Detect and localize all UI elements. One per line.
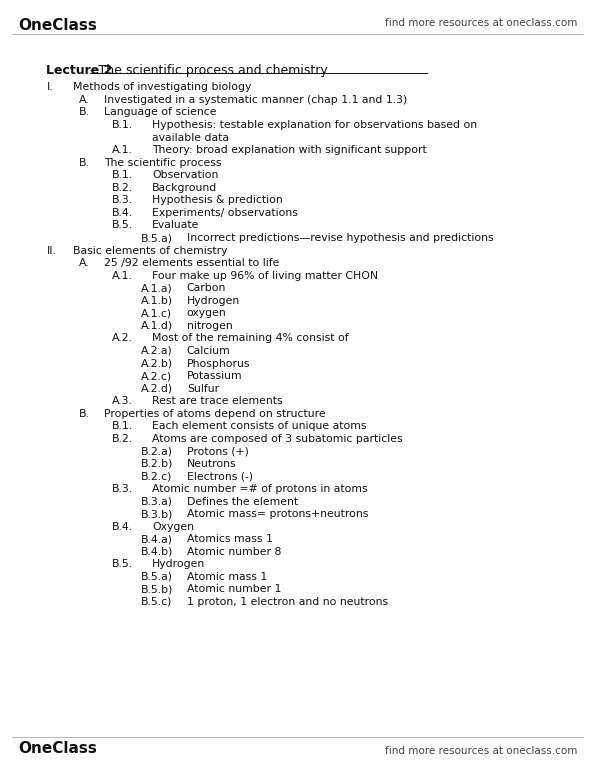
Text: Phosphorus: Phosphorus xyxy=(187,359,250,369)
Text: Defines the element: Defines the element xyxy=(187,497,298,507)
Text: 25 /92 elements essential to life: 25 /92 elements essential to life xyxy=(104,258,280,268)
Text: Language of science: Language of science xyxy=(104,108,217,118)
Text: B.5.: B.5. xyxy=(112,220,133,230)
Text: find more resources at oneclass.com: find more resources at oneclass.com xyxy=(385,746,577,756)
Text: B.1.: B.1. xyxy=(112,170,133,180)
Text: Hydrogen: Hydrogen xyxy=(152,559,205,569)
Text: Atoms are composed of 3 subatomic particles: Atoms are composed of 3 subatomic partic… xyxy=(152,434,403,444)
Text: Neutrons: Neutrons xyxy=(187,459,236,469)
Text: A.1.: A.1. xyxy=(112,145,133,155)
Text: B.: B. xyxy=(79,409,90,419)
Text: Electrons (-): Electrons (-) xyxy=(187,471,253,481)
Text: B.4.b): B.4.b) xyxy=(140,547,173,557)
Text: Lecture 2: Lecture 2 xyxy=(46,64,113,77)
Text: A.1.a): A.1.a) xyxy=(140,283,172,293)
Text: Theory: broad explanation with significant support: Theory: broad explanation with significa… xyxy=(152,145,427,155)
Text: Atomic mass= protons+neutrons: Atomic mass= protons+neutrons xyxy=(187,509,368,519)
Text: B.5.: B.5. xyxy=(112,559,133,569)
Text: B.2.c): B.2.c) xyxy=(140,471,172,481)
Text: B.3.a): B.3.a) xyxy=(140,497,173,507)
Text: B.3.b): B.3.b) xyxy=(140,509,173,519)
Text: I.: I. xyxy=(46,82,53,92)
Text: A.1.d): A.1.d) xyxy=(140,321,173,331)
Text: B.: B. xyxy=(79,158,90,168)
Text: B.5.a): B.5.a) xyxy=(140,233,173,243)
Text: Carbon: Carbon xyxy=(187,283,226,293)
Text: A.1.: A.1. xyxy=(112,270,133,280)
Text: B.2.: B.2. xyxy=(112,182,133,192)
Text: Atomic number 1: Atomic number 1 xyxy=(187,584,281,594)
Text: Methods of investigating biology: Methods of investigating biology xyxy=(73,82,252,92)
Text: Sulfur: Sulfur xyxy=(187,383,219,393)
Text: II.: II. xyxy=(46,246,57,256)
Text: Basic elements of chemistry: Basic elements of chemistry xyxy=(73,246,228,256)
Text: Observation: Observation xyxy=(152,170,219,180)
Text: Properties of atoms depend on structure: Properties of atoms depend on structure xyxy=(104,409,325,419)
Text: Investigated in a systematic manner (chap 1.1 and 1.3): Investigated in a systematic manner (cha… xyxy=(104,95,408,105)
Text: Hypothesis: testable explanation for observations based on: Hypothesis: testable explanation for obs… xyxy=(152,120,477,130)
Text: Four make up 96% of living matter CHON: Four make up 96% of living matter CHON xyxy=(152,270,378,280)
Text: A.2.: A.2. xyxy=(112,333,133,343)
Text: oxygen: oxygen xyxy=(187,308,227,318)
Text: A.: A. xyxy=(79,95,90,105)
Text: B.2.a): B.2.a) xyxy=(140,447,173,457)
Text: Oxygen: Oxygen xyxy=(152,521,195,531)
Text: B.2.b): B.2.b) xyxy=(140,459,173,469)
Text: B.4.: B.4. xyxy=(112,208,133,218)
Text: available data: available data xyxy=(152,132,229,142)
Text: Protons (+): Protons (+) xyxy=(187,447,249,457)
Text: A.: A. xyxy=(79,258,90,268)
Text: nitrogen: nitrogen xyxy=(187,321,233,331)
Text: B.4.: B.4. xyxy=(112,521,133,531)
Text: Rest are trace elements: Rest are trace elements xyxy=(152,396,283,406)
Text: Experiments/ observations: Experiments/ observations xyxy=(152,208,298,218)
Text: Each element consists of unique atoms: Each element consists of unique atoms xyxy=(152,421,367,431)
Text: B.: B. xyxy=(79,108,90,118)
Text: B.4.a): B.4.a) xyxy=(140,534,173,544)
Text: Hydrogen: Hydrogen xyxy=(187,296,240,306)
Text: Hypothesis & prediction: Hypothesis & prediction xyxy=(152,196,283,206)
Text: A.2.b): A.2.b) xyxy=(140,359,173,369)
Text: - The scientific process and chemistry: - The scientific process and chemistry xyxy=(90,64,328,77)
Text: B.5.b): B.5.b) xyxy=(140,584,173,594)
Text: OneClass: OneClass xyxy=(18,742,97,756)
Text: B.3.: B.3. xyxy=(112,484,133,494)
Text: Most of the remaining 4% consist of: Most of the remaining 4% consist of xyxy=(152,333,349,343)
Text: Background: Background xyxy=(152,182,218,192)
Text: B.3.: B.3. xyxy=(112,196,133,206)
Text: B.5.a): B.5.a) xyxy=(140,572,173,582)
Text: The scientific process: The scientific process xyxy=(104,158,221,168)
Text: B.5.c): B.5.c) xyxy=(140,597,172,607)
Text: A.3.: A.3. xyxy=(112,396,133,406)
Text: A.2.d): A.2.d) xyxy=(140,383,173,393)
Text: B.1.: B.1. xyxy=(112,421,133,431)
Text: find more resources at oneclass.com: find more resources at oneclass.com xyxy=(385,18,577,28)
Text: A.1.c): A.1.c) xyxy=(140,308,171,318)
Text: Incorrect predictions—revise hypothesis and predictions: Incorrect predictions—revise hypothesis … xyxy=(187,233,493,243)
Text: A.2.c): A.2.c) xyxy=(140,371,171,381)
Text: OneClass: OneClass xyxy=(18,18,97,32)
Text: Evaluate: Evaluate xyxy=(152,220,200,230)
Text: 1 proton, 1 electron and no neutrons: 1 proton, 1 electron and no neutrons xyxy=(187,597,388,607)
Text: A.1.b): A.1.b) xyxy=(140,296,173,306)
Text: Potassium: Potassium xyxy=(187,371,242,381)
Text: Calcium: Calcium xyxy=(187,346,231,356)
Text: B.2.: B.2. xyxy=(112,434,133,444)
Text: Atomic mass 1: Atomic mass 1 xyxy=(187,572,267,582)
Text: B.1.: B.1. xyxy=(112,120,133,130)
Text: Atomic number 8: Atomic number 8 xyxy=(187,547,281,557)
Text: Atomic number =# of protons in atoms: Atomic number =# of protons in atoms xyxy=(152,484,368,494)
Text: Atomics mass 1: Atomics mass 1 xyxy=(187,534,273,544)
Text: A.2.a): A.2.a) xyxy=(140,346,172,356)
